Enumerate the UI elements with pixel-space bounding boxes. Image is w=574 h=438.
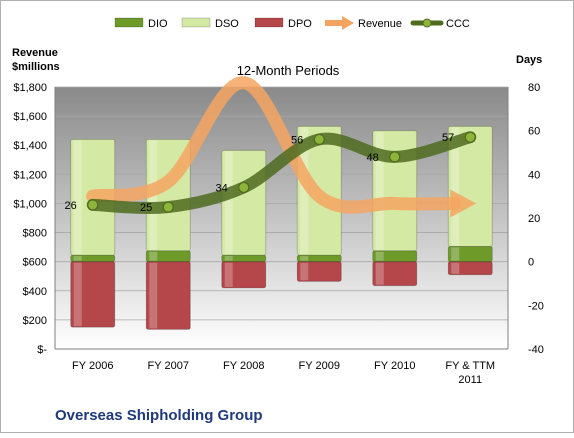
legend-swatch <box>254 17 284 28</box>
ccc-layer: 26 25 34 56 48 57 <box>65 131 477 214</box>
category-label: FY & TTM <box>445 360 495 372</box>
right-tick-label: 20 <box>528 213 540 225</box>
bar-dio-highlight <box>375 251 384 261</box>
bar-dso-highlight <box>300 127 309 255</box>
bar-dio-highlight <box>300 256 309 261</box>
bar-dio-highlight <box>149 251 158 261</box>
right-tick-label: 80 <box>528 82 540 94</box>
ccc-data-label: 34 <box>216 182 228 194</box>
left-tick-label: $600 <box>23 257 47 269</box>
ccc-data-label: 25 <box>140 202 152 214</box>
bar-dso-highlight <box>73 140 82 255</box>
legend-item-dpo: DPO <box>254 17 312 30</box>
bar-dpo-highlight <box>73 262 82 327</box>
left-tick-label: $1,400 <box>13 140 47 152</box>
bar-dso-highlight <box>375 131 384 250</box>
ccc-point <box>162 201 174 213</box>
right-axis-label: Days <box>516 54 542 66</box>
right-tick-label: -20 <box>528 300 544 312</box>
legend: DIO DSO DPO Revenue CCC <box>114 16 470 30</box>
company-name: Overseas Shipholding Group <box>55 407 263 424</box>
legend-item-revenue: Revenue <box>325 16 402 30</box>
legend-arrow-head <box>342 16 354 30</box>
ccc-point <box>87 199 99 211</box>
axes: $- $200 $400 $600 $800 $1,000 $1,200 $1,400 $1,6… <box>13 82 544 386</box>
bar-dio-highlight <box>451 247 460 261</box>
category-label: FY 2008 <box>223 360 264 372</box>
left-tick-label: $1,600 <box>13 111 47 123</box>
category-label: FY 2010 <box>374 360 415 372</box>
ccc-point <box>389 151 401 163</box>
revenue-layer <box>86 76 477 218</box>
bar-dso-highlight <box>224 151 233 255</box>
ccc-data-label: 57 <box>442 132 454 144</box>
left-tick-label: $200 <box>23 315 47 327</box>
legend-label: CCC <box>446 18 470 30</box>
left-tick-label: $- <box>37 344 47 356</box>
category-label: FY 2009 <box>299 360 340 372</box>
legend-label: DSO <box>215 18 239 30</box>
left-axis-label-line-1: Revenue <box>12 47 58 59</box>
legend-marker <box>422 18 432 28</box>
right-tick-label: 0 <box>528 257 534 269</box>
legend-item-ccc: CCC <box>410 18 470 30</box>
ccc-point <box>313 133 325 145</box>
left-tick-label: $400 <box>23 286 47 298</box>
legend-arrow-shaft <box>325 20 343 26</box>
ccc-data-label: 48 <box>367 152 379 164</box>
ccc-point <box>464 131 476 143</box>
right-tick-label: 60 <box>528 126 540 138</box>
bar-dso-highlight <box>451 127 460 246</box>
legend-swatch <box>114 17 144 28</box>
category-label: FY 2007 <box>148 360 189 372</box>
bar-dpo-highlight <box>300 262 309 281</box>
legend-label: Revenue <box>358 18 402 30</box>
left-tick-label: $800 <box>23 228 47 240</box>
revenue-arrowhead <box>450 189 477 218</box>
chart-title: 12-Month Periods <box>237 63 340 78</box>
left-axis-label-line-2: $millions <box>12 61 60 73</box>
legend-item-dso: DSO <box>181 17 239 30</box>
category-label: 2011 <box>458 374 482 386</box>
legend-item-dio: DIO <box>114 17 168 30</box>
ccc-point <box>238 181 250 194</box>
bar-dpo-highlight <box>451 262 460 274</box>
left-tick-label: $1,000 <box>13 198 47 210</box>
legend-swatch <box>181 17 211 28</box>
category-label: FY 2006 <box>72 360 113 372</box>
bar-dso <box>447 125 493 247</box>
revenue-line <box>86 76 461 214</box>
bar-dio-highlight <box>224 256 233 261</box>
legend-label: DIO <box>148 18 168 30</box>
ccc-data-label: 56 <box>291 134 303 146</box>
right-tick-label: -40 <box>528 344 544 356</box>
left-tick-label: $1,800 <box>13 82 47 94</box>
bar-dpo-highlight <box>375 262 384 285</box>
bar-dpo-highlight <box>149 262 158 329</box>
left-tick-label: $1,200 <box>13 169 47 181</box>
bar-dio-highlight <box>73 256 82 261</box>
right-tick-label: 40 <box>528 169 540 181</box>
legend-label: DPO <box>288 18 312 30</box>
bar-dpo-highlight <box>224 262 233 287</box>
ccc-data-label: 26 <box>65 200 77 212</box>
